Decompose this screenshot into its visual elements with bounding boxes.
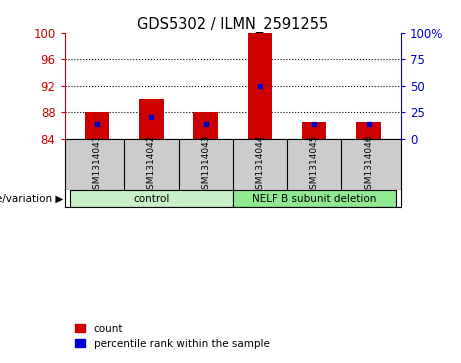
Title: GDS5302 / ILMN_2591255: GDS5302 / ILMN_2591255 <box>137 16 328 33</box>
Bar <box>302 122 326 139</box>
Text: genotype/variation ▶: genotype/variation ▶ <box>0 194 64 204</box>
Text: GSM1314044: GSM1314044 <box>255 134 265 195</box>
Bar <box>85 112 109 139</box>
Text: GSM1314045: GSM1314045 <box>310 134 319 195</box>
Text: control: control <box>133 194 170 204</box>
Bar <box>233 191 396 207</box>
Text: GSM1314041: GSM1314041 <box>93 134 101 195</box>
Bar <box>70 191 233 207</box>
Text: NELF B subunit deletion: NELF B subunit deletion <box>252 194 377 204</box>
Text: GSM1314043: GSM1314043 <box>201 134 210 195</box>
Legend: count, percentile rank within the sample: count, percentile rank within the sample <box>70 319 275 354</box>
Bar <box>139 99 164 139</box>
Bar <box>356 122 381 139</box>
Text: GSM1314042: GSM1314042 <box>147 134 156 195</box>
Bar <box>248 33 272 139</box>
Text: GSM1314046: GSM1314046 <box>364 134 373 195</box>
Bar <box>194 112 218 139</box>
